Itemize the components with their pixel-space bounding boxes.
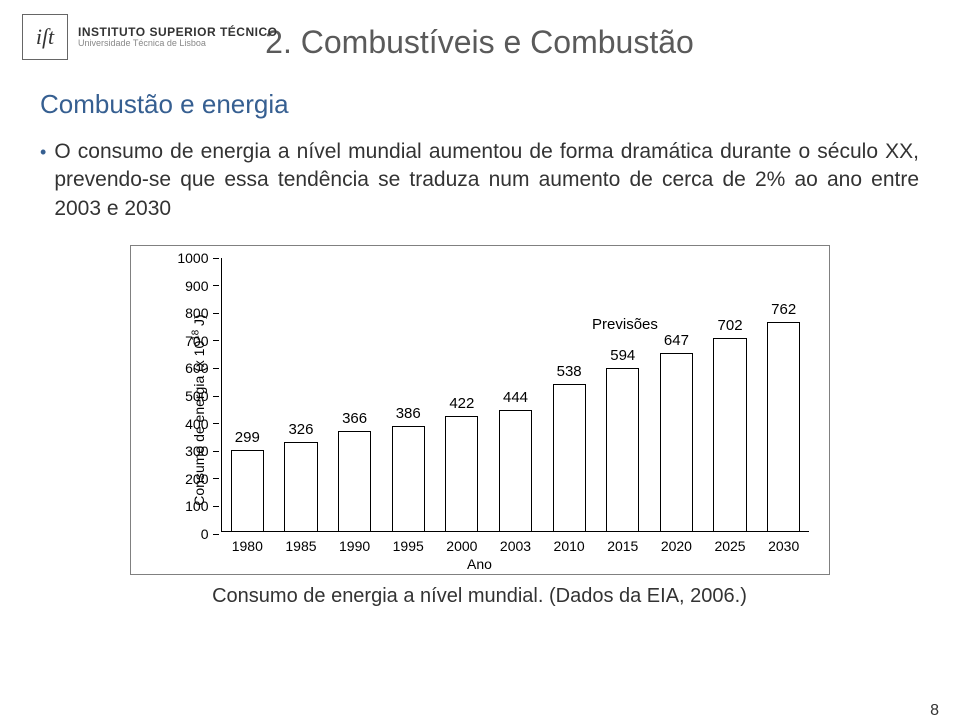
section-heading: Combustão e energia bbox=[40, 89, 929, 120]
bar-value-label: 702 bbox=[718, 317, 743, 334]
x-tick-label: 2015 bbox=[607, 538, 638, 554]
bullet-icon: • bbox=[40, 138, 46, 166]
y-tick-label: 200 bbox=[185, 471, 208, 487]
bar-value-label: 594 bbox=[610, 347, 635, 364]
bar bbox=[499, 410, 532, 533]
y-tick-label: 700 bbox=[185, 333, 208, 349]
x-axis-title: Ano bbox=[467, 556, 492, 572]
bar-value-label: 326 bbox=[288, 421, 313, 438]
y-tick-label: 0 bbox=[201, 526, 209, 542]
y-tick: 100 bbox=[131, 498, 219, 514]
bar bbox=[553, 384, 586, 532]
bullet-item: • O consumo de energia a nível mundial a… bbox=[40, 138, 919, 223]
y-tick-mark bbox=[213, 396, 219, 397]
y-tick-label: 1000 bbox=[177, 250, 208, 266]
y-tick: 300 bbox=[131, 443, 219, 459]
chart-frame: Consumo de energia (x 1018 J) 0100200300… bbox=[130, 245, 830, 575]
y-tick: 400 bbox=[131, 416, 219, 432]
bar bbox=[338, 431, 371, 532]
y-tick-label: 800 bbox=[185, 305, 208, 321]
plot-area: 299 326 366 386 422 444 538 594 647 702 762 Previsõ… bbox=[221, 258, 809, 532]
bar bbox=[606, 368, 639, 532]
bullet-text: O consumo de energia a nível mundial aum… bbox=[54, 138, 919, 223]
institution-name: INSTITUTO SUPERIOR TÉCNICO bbox=[78, 26, 277, 39]
bar-value-label: 538 bbox=[557, 363, 582, 380]
y-tick-mark bbox=[213, 478, 219, 479]
y-tick-mark bbox=[213, 368, 219, 369]
y-tick-label: 900 bbox=[185, 278, 208, 294]
y-tick: 1000 bbox=[131, 250, 219, 266]
logo-glyph: iſt bbox=[36, 24, 54, 50]
y-tick-mark bbox=[213, 285, 219, 286]
y-tick-label: 100 bbox=[185, 498, 208, 514]
y-tick: 0 bbox=[131, 526, 219, 542]
page-number: 8 bbox=[930, 702, 939, 720]
y-tick-mark bbox=[213, 313, 219, 314]
bar-value-label: 444 bbox=[503, 389, 528, 406]
x-tick-label: 2003 bbox=[500, 538, 531, 554]
x-tick-label: 2010 bbox=[554, 538, 585, 554]
x-tick-label: 2000 bbox=[446, 538, 477, 554]
bar bbox=[767, 322, 800, 532]
chart-container: Consumo de energia (x 1018 J) 0100200300… bbox=[130, 245, 830, 575]
x-tick-label: 2025 bbox=[714, 538, 745, 554]
x-tick-label: 2020 bbox=[661, 538, 692, 554]
logo-icon: iſt bbox=[22, 14, 68, 60]
y-tick: 800 bbox=[131, 305, 219, 321]
bar bbox=[660, 353, 693, 532]
y-tick-mark bbox=[213, 423, 219, 424]
previsoes-label: Previsões bbox=[592, 316, 658, 333]
y-tick-mark bbox=[213, 451, 219, 452]
y-tick-label: 400 bbox=[185, 416, 208, 432]
x-tick-label: 1995 bbox=[393, 538, 424, 554]
chart-caption: Consumo de energia a nível mundial. (Dad… bbox=[30, 585, 929, 608]
bar bbox=[284, 442, 317, 532]
bar bbox=[392, 426, 425, 533]
logo-text: INSTITUTO SUPERIOR TÉCNICO Universidade … bbox=[78, 26, 277, 48]
institution-logo-block: iſt INSTITUTO SUPERIOR TÉCNICO Universid… bbox=[22, 14, 277, 60]
y-tick: 700 bbox=[131, 333, 219, 349]
y-tick: 500 bbox=[131, 388, 219, 404]
x-tick-label: 1985 bbox=[285, 538, 316, 554]
y-tick-label: 600 bbox=[185, 360, 208, 376]
y-tick-mark bbox=[213, 506, 219, 507]
y-tick-label: 300 bbox=[185, 443, 208, 459]
y-tick: 200 bbox=[131, 471, 219, 487]
bar bbox=[231, 450, 264, 533]
bar bbox=[713, 338, 746, 532]
x-tick-label: 1990 bbox=[339, 538, 370, 554]
y-tick: 600 bbox=[131, 360, 219, 376]
y-tick-label: 500 bbox=[185, 388, 208, 404]
bar-value-label: 366 bbox=[342, 410, 367, 427]
x-tick-label: 1980 bbox=[232, 538, 263, 554]
bar-value-label: 386 bbox=[396, 405, 421, 422]
bar bbox=[445, 416, 478, 532]
y-tick-mark bbox=[213, 534, 219, 535]
bar-value-label: 422 bbox=[449, 395, 474, 412]
bar-value-label: 647 bbox=[664, 332, 689, 349]
institution-subline: Universidade Técnica de Lisboa bbox=[78, 39, 277, 48]
bar-value-label: 299 bbox=[235, 429, 260, 446]
y-tick-mark bbox=[213, 340, 219, 341]
y-tick: 900 bbox=[131, 278, 219, 294]
x-tick-label: 2030 bbox=[768, 538, 799, 554]
y-tick-mark bbox=[213, 258, 219, 259]
y-axis-ticks: 01002003004005006007008009001000 bbox=[131, 258, 219, 532]
bar-value-label: 762 bbox=[771, 301, 796, 318]
x-axis-ticks: 1980 1985 1990 1995 2000 2003 2010 2015 2020 2025… bbox=[221, 534, 809, 574]
